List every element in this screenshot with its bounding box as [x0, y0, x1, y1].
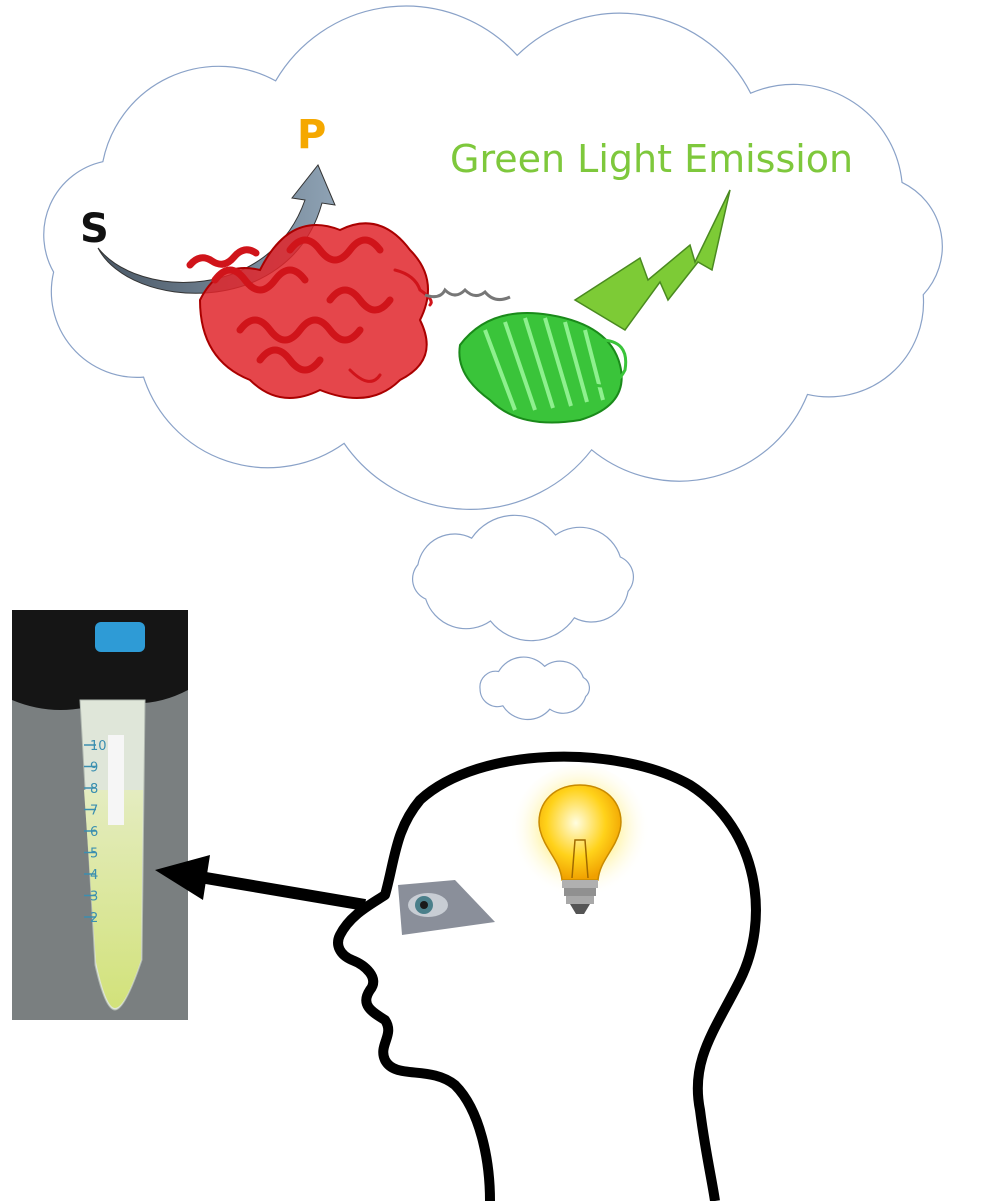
diagram: S P Green Light Emission 10 9 8 7 6 5 4 3 2	[0, 0, 984, 1201]
large-cloud	[44, 6, 943, 509]
graduation-label: 7	[90, 804, 98, 819]
graduation-label: 3	[90, 890, 98, 905]
graduation-label: 8	[90, 782, 98, 797]
small-cloud	[480, 657, 589, 719]
graduation-label: 10	[90, 739, 107, 754]
graduation-label: 5	[90, 847, 98, 862]
substrate-label: S	[80, 206, 109, 252]
graduation-label: 4	[90, 868, 98, 883]
graduation-label: 6	[90, 825, 98, 840]
medium-cloud	[413, 515, 634, 640]
emission-label: Green Light Emission	[450, 137, 853, 181]
eye	[398, 880, 495, 935]
light-bulb	[510, 765, 650, 914]
graduation-label: 9	[90, 761, 98, 776]
graduation-label: 2	[90, 911, 98, 926]
product-label: P	[297, 112, 326, 158]
tube-photo: 10 9 8 7 6 5 4 3 2	[12, 610, 188, 1020]
page: S P Green Light Emission 10 9 8 7 6 5 4 3 2	[0, 0, 984, 1201]
